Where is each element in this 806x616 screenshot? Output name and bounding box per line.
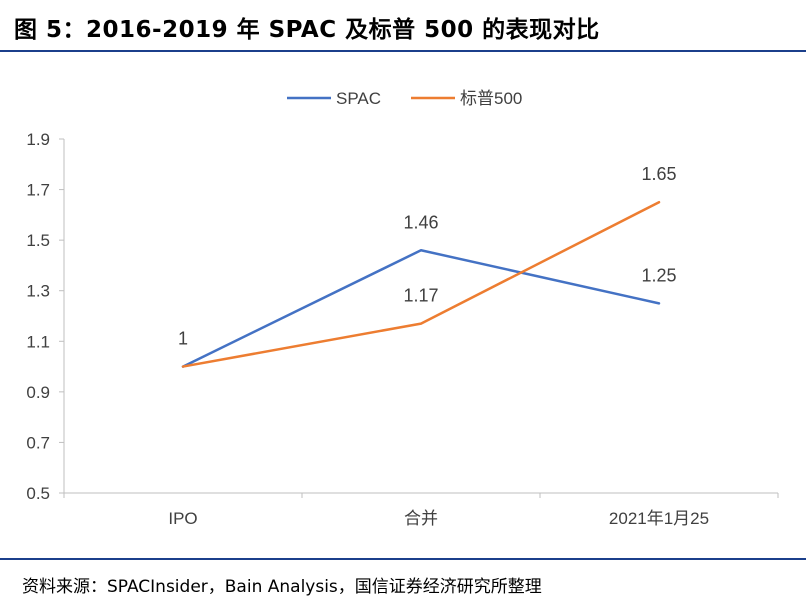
y-tick-label: 1.7 [26, 181, 50, 200]
series-line-spac [181, 249, 661, 368]
y-tick-label: 1.9 [26, 130, 50, 149]
top-rule [0, 50, 806, 52]
figure-title: 图 5：2016-2019 年 SPAC 及标普 500 的表现对比 [14, 17, 600, 43]
y-tick-label: 1.1 [26, 332, 50, 351]
series-line-sp500 [181, 200, 661, 368]
y-tick-label: 0.9 [26, 383, 50, 402]
data-label-spac: 1 [178, 329, 188, 349]
legend: SPAC 标普500 [287, 89, 522, 108]
bottom-rule [0, 558, 806, 560]
y-tick-label: 1.5 [26, 231, 50, 250]
data-label-spac: 1.46 [403, 212, 438, 232]
x-tick-label: 2021年1月25 [609, 509, 709, 528]
y-axis: 0.5 0.7 0.9 1.1 1.3 1.5 1.7 1.9 [26, 130, 65, 503]
y-tick-label: 0.5 [26, 484, 50, 503]
data-label-spac: 1.25 [641, 265, 676, 285]
source-note: 资料来源：SPACInsider，Bain Analysis，国信证券经济研究所… [22, 577, 542, 597]
data-label-sp500: 1.65 [641, 164, 676, 184]
data-labels: 1 1.46 1.25 1.17 1.65 [178, 164, 677, 348]
y-tick-label: 0.7 [26, 433, 50, 452]
x-tick-label: 合并 [404, 509, 438, 528]
line-chart: SPAC 标普500 0.5 0.7 0.9 1.1 1.3 1.5 1.7 1.9 IPO 合并… [26, 89, 779, 528]
x-tick-label: IPO [168, 509, 197, 528]
legend-label-sp500: 标普500 [460, 89, 522, 108]
data-label-sp500: 1.17 [403, 286, 438, 306]
x-axis: IPO 合并 2021年1月25 [63, 492, 779, 528]
y-tick-label: 1.3 [26, 282, 50, 301]
legend-label-spac: SPAC [336, 89, 381, 108]
series-lines [181, 200, 661, 368]
